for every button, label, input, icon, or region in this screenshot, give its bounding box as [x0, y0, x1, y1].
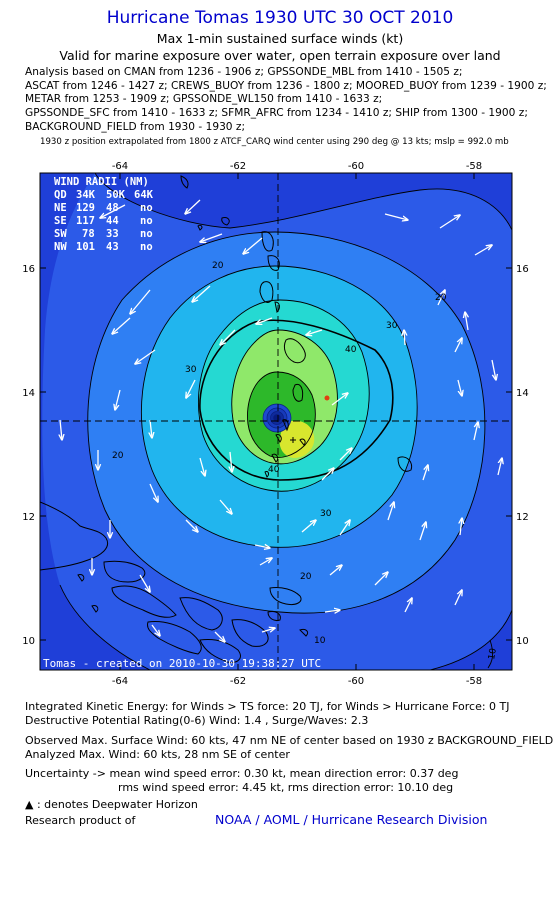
- radii-cell: 101: [76, 241, 95, 253]
- extrapolation-note: 1930 z position extrapolated from 1800 z…: [40, 137, 509, 147]
- lat-tick-label: 14: [516, 388, 529, 399]
- lat-tick-label: 14: [22, 388, 35, 399]
- contour-label: 40: [345, 345, 357, 355]
- radii-cell: 50K: [106, 189, 126, 201]
- radii-cell: 129: [76, 202, 95, 214]
- lat-tick-label: 12: [516, 512, 529, 523]
- coastlines: [40, 175, 413, 663]
- contour-label: 10: [314, 636, 326, 646]
- lon-tick-label: -64: [112, 676, 128, 687]
- wind-radii-table: WIND RADII (NM) QD 34K 50K 64K NE 129 48…: [54, 176, 154, 253]
- max-wind-marker: [290, 437, 296, 443]
- analysis-line: GPSSONDE_SFC from 1410 - 1633 z; SFMR_AF…: [25, 107, 528, 120]
- contour-label: 20: [435, 293, 447, 303]
- analysis-line: ASCAT from 1246 - 1427 z; CREWS_BUOY fro…: [25, 79, 547, 92]
- lat-tick-label: 10: [516, 636, 529, 647]
- contour-label: 20: [212, 261, 224, 271]
- radii-cell: 44: [106, 215, 119, 227]
- radii-cell: 117: [76, 215, 95, 227]
- contour-label: 30: [320, 509, 332, 519]
- radii-cell: 43: [106, 241, 119, 253]
- contour-value-labels: 20 20 30 30 40 40 30 20 20 10 10: [112, 261, 499, 661]
- lon-tick-label: -62: [230, 161, 246, 172]
- valid-line: Valid for marine exposure over water, op…: [59, 48, 501, 63]
- contour-label: 30: [386, 321, 398, 331]
- lon-tick-label: -62: [230, 676, 246, 687]
- axis-ticks: [40, 173, 512, 670]
- analysis-line: METAR from 1253 - 1909 z; GPSSONDE_WL150…: [25, 93, 383, 106]
- radii-cell: no: [140, 241, 153, 253]
- storm-core: [262, 403, 292, 433]
- radii-cell: NW: [54, 241, 67, 253]
- radii-cell: SW: [54, 228, 67, 240]
- radii-cell: 78: [82, 228, 95, 240]
- uncertainty-mean: Uncertainty -> mean wind speed error: 0.…: [25, 767, 459, 780]
- radii-cell: no: [140, 228, 153, 240]
- deepwater-text: : denotes Deepwater Horizon: [36, 798, 198, 811]
- radii-cell: 48: [106, 202, 119, 214]
- lat-tick-label: 10: [22, 636, 35, 647]
- lat-tick-label: 12: [22, 512, 35, 523]
- lat-tick-label: 16: [516, 264, 529, 275]
- observed-max-marker: [324, 395, 330, 401]
- contour-label: 10: [487, 647, 499, 660]
- max-wind-area: [279, 420, 315, 458]
- lon-tick-label: -58: [466, 676, 482, 687]
- contour-label: 20: [300, 572, 312, 582]
- analysis-line: Analysis based on CMAN from 1236 - 1906 …: [25, 66, 463, 78]
- dpr-line: Destructive Potential Rating(0-6) Wind: …: [25, 714, 369, 727]
- contour-label: 40: [268, 465, 280, 475]
- uncertainty-rms: rms wind speed error: 4.45 kt, rms direc…: [118, 781, 454, 794]
- analysis-line: BACKGROUND_FIELD from 1930 - 1930 z;: [25, 120, 246, 133]
- wind-analysis-map: -64 -62 -60 -58 -64 -62 -60 -58 16 14 12…: [22, 161, 528, 687]
- radii-cell: SE: [54, 215, 67, 227]
- lon-tick-label: -64: [112, 161, 128, 172]
- page-title: Hurricane Tomas 1930 UTC 30 OCT 2010: [106, 8, 454, 28]
- radii-cell: QD: [54, 189, 67, 201]
- radii-cell: 64K: [134, 189, 154, 201]
- wind-vectors: [60, 199, 502, 642]
- subtitle: Max 1-min sustained surface winds (kt): [156, 31, 404, 46]
- radii-cell: NE: [54, 202, 67, 214]
- lat-tick-label: 16: [22, 264, 35, 275]
- analyzed-max-wind: Analyzed Max. Wind: 60 kts, 28 nm SE of …: [25, 748, 290, 761]
- credit-label: Tomas - created on 2010-10-30 19:38:27 U…: [43, 657, 321, 670]
- analysis-sources: Analysis based on CMAN from 1236 - 1906 …: [25, 66, 547, 135]
- map-frame: [39, 172, 513, 671]
- radii-cell: 33: [106, 228, 119, 240]
- radii-cell: no: [140, 215, 153, 227]
- lon-tick-label: -60: [348, 161, 364, 172]
- noaa-credit-link[interactable]: NOAA / AOML / Hurricane Research Divisio…: [215, 812, 488, 827]
- wind-radii-title: WIND RADII (NM): [54, 176, 149, 188]
- radii-cell: 34K: [76, 189, 96, 201]
- triangle-icon: ▲: [25, 798, 34, 811]
- axis-labels: -64 -62 -60 -58 -64 -62 -60 -58 16 14 12…: [22, 161, 528, 687]
- research-label: Research product of: [25, 814, 136, 827]
- observed-max-wind: Observed Max. Surface Wind: 60 kts, 47 n…: [25, 734, 554, 747]
- deepwater-legend: ▲ : denotes Deepwater Horizon: [25, 798, 198, 811]
- contour-label: 20: [112, 451, 124, 461]
- lon-tick-label: -58: [466, 161, 482, 172]
- wind-field: [40, 173, 512, 670]
- radii-cell: no: [140, 202, 153, 214]
- ike-line: Integrated Kinetic Energy: for Winds > T…: [25, 700, 510, 713]
- lon-tick-label: -60: [348, 676, 364, 687]
- contour-label: 30: [185, 365, 197, 375]
